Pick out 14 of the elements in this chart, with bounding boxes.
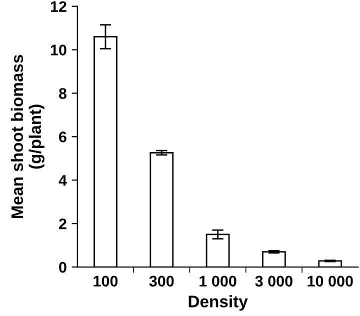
y-tick-label: 12 bbox=[50, 1, 66, 12]
x-axis-title: Density bbox=[188, 295, 248, 311]
x-tick-label: 3 000 bbox=[255, 276, 292, 287]
x-tick-label: 10 000 bbox=[308, 276, 353, 287]
x-tick-label: 300 bbox=[149, 276, 174, 287]
x-tick-label: 100 bbox=[94, 276, 118, 287]
y-tick-label: 8 bbox=[58, 88, 67, 99]
y-tick-label: 0 bbox=[59, 262, 66, 273]
y-tick-label: 2 bbox=[59, 218, 66, 230]
x-tick-label: 1 000 bbox=[200, 276, 236, 287]
y-tick-label: 6 bbox=[59, 132, 66, 142]
y-tick-label: 4 bbox=[58, 175, 67, 186]
y-tick-label: 10 bbox=[50, 44, 66, 56]
y-axis-title: Mean shoot biomass (g/plant) bbox=[10, 54, 44, 218]
